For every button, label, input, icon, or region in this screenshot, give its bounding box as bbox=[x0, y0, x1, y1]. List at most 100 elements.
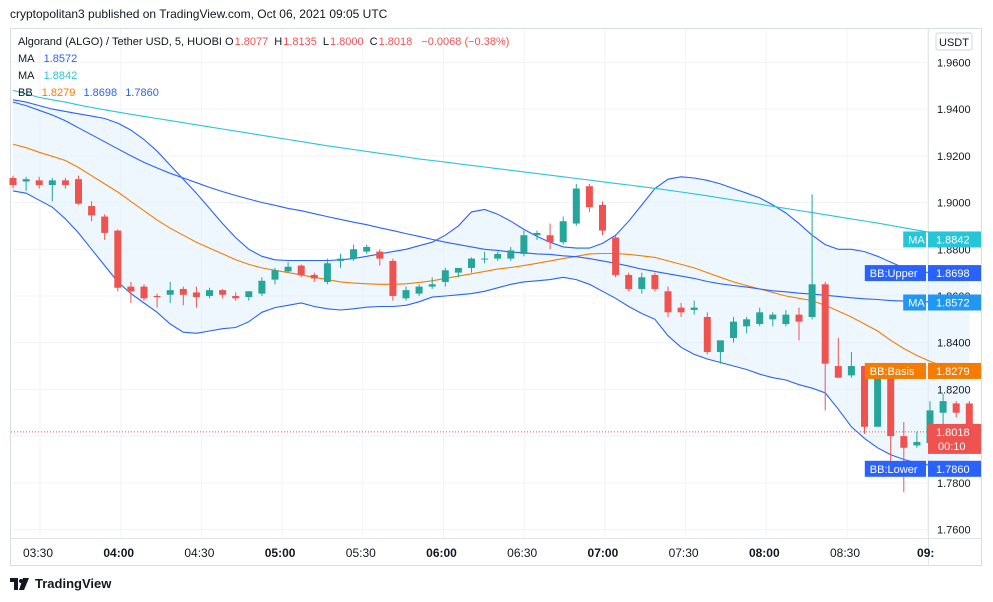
ma-slow-tag: MA 1.8842 bbox=[903, 231, 981, 248]
candle-body bbox=[454, 267, 462, 273]
candle bbox=[821, 281, 829, 411]
candle bbox=[9, 175, 17, 189]
ohlc-value-h: 1.8135 bbox=[283, 36, 317, 48]
ma-slow-tag-name: MA bbox=[908, 234, 925, 246]
candle-body bbox=[952, 403, 960, 413]
ma2-value: 1.8842 bbox=[43, 70, 78, 82]
candle bbox=[887, 373, 895, 474]
bb-upper-line bbox=[12, 99, 970, 274]
candle-body bbox=[350, 249, 358, 259]
candle bbox=[402, 286, 410, 301]
candle-body bbox=[546, 235, 554, 243]
candle bbox=[769, 312, 777, 327]
candle-body bbox=[114, 230, 122, 288]
candle bbox=[350, 244, 358, 261]
ma-fast-tag-value: 1.8572 bbox=[936, 298, 970, 310]
ohlc-label-c: C bbox=[369, 36, 378, 48]
bb-upper-tag-value: 1.8698 bbox=[936, 268, 970, 280]
time-tick-label: 08:00 bbox=[749, 546, 780, 560]
candle bbox=[952, 401, 960, 418]
candle-body bbox=[716, 340, 724, 353]
candle-body bbox=[127, 286, 135, 292]
current-price-value: 1.8018 bbox=[936, 427, 970, 439]
candle bbox=[337, 253, 344, 268]
candle bbox=[782, 309, 790, 327]
price-scale: USDT1.96001.94001.92001.90001.88001.8600… bbox=[935, 32, 973, 537]
ohlc-label-o: O bbox=[225, 36, 234, 48]
time-tick-label: 05:00 bbox=[265, 546, 296, 560]
candle bbox=[481, 251, 489, 264]
chart-legend: Algorand (ALGO) / Tether USD, 5, HUOBI O… bbox=[18, 34, 509, 102]
candle bbox=[127, 281, 135, 303]
ma1-value: 1.8572 bbox=[43, 53, 78, 65]
candle-body bbox=[559, 221, 567, 243]
candle-body bbox=[22, 179, 30, 182]
candle bbox=[625, 272, 633, 292]
candle-body bbox=[507, 250, 515, 259]
price-tick-label: 1.7800 bbox=[937, 478, 971, 490]
candle-body bbox=[166, 290, 174, 295]
candle bbox=[258, 277, 266, 296]
candle-body bbox=[821, 284, 829, 364]
time-tick-label: 04:30 bbox=[184, 546, 214, 560]
candle bbox=[35, 176, 43, 189]
candle-body bbox=[913, 441, 921, 446]
tradingview-logo-icon bbox=[10, 577, 29, 590]
candle-body bbox=[441, 270, 449, 282]
bar-countdown: 00:10 bbox=[938, 441, 966, 453]
candle-body bbox=[847, 366, 855, 376]
candle-body bbox=[782, 314, 790, 324]
candle-body bbox=[376, 251, 384, 259]
price-tick-label: 1.8200 bbox=[937, 384, 971, 396]
ma2-legend[interactable]: MA 1.8842 bbox=[18, 68, 509, 85]
bb-upper-value: 1.8698 bbox=[83, 87, 118, 99]
ma2-name: MA bbox=[18, 70, 35, 82]
candle-body bbox=[481, 258, 489, 260]
candle-body bbox=[284, 266, 292, 272]
candle bbox=[546, 223, 554, 250]
candle bbox=[520, 230, 528, 257]
candle bbox=[703, 312, 711, 355]
candle bbox=[690, 300, 698, 315]
candle bbox=[585, 183, 593, 212]
ohlc-value-c: 1.8018 bbox=[378, 36, 413, 48]
candle bbox=[716, 340, 724, 364]
candle-body bbox=[153, 295, 161, 298]
candle-body bbox=[677, 307, 685, 313]
candle-body bbox=[179, 288, 187, 295]
candle-body bbox=[834, 366, 842, 378]
candle-body bbox=[101, 216, 109, 233]
candle-body bbox=[533, 232, 541, 236]
bb-basis-tag-value: 1.8279 bbox=[936, 366, 970, 378]
candle-body bbox=[887, 375, 895, 437]
price-tick-label: 1.9200 bbox=[937, 151, 971, 163]
price-tick-label: 1.9400 bbox=[937, 104, 971, 116]
time-tick-label: 07:30 bbox=[669, 546, 699, 560]
candle bbox=[756, 307, 764, 327]
candle bbox=[310, 272, 318, 282]
bollinger-band-fill bbox=[13, 99, 970, 469]
candle-body bbox=[769, 314, 777, 320]
candle bbox=[612, 235, 620, 278]
ma1-legend[interactable]: MA 1.8572 bbox=[18, 51, 509, 68]
ma-fast-tag-value-box bbox=[928, 294, 981, 311]
candle-body bbox=[402, 290, 410, 299]
time-tick-label: 09: bbox=[917, 546, 934, 560]
bb-lower-value: 1.7860 bbox=[125, 87, 159, 99]
current-price-box bbox=[928, 423, 981, 454]
candle-body bbox=[468, 258, 475, 268]
grid bbox=[11, 29, 929, 537]
ma-slow-line bbox=[12, 89, 970, 240]
tradingview-footer[interactable]: TradingView bbox=[10, 576, 111, 591]
currency-box: USDT bbox=[935, 32, 973, 51]
candle bbox=[284, 262, 292, 273]
candle-body bbox=[271, 270, 279, 280]
candle bbox=[101, 214, 109, 240]
chart-frame bbox=[10, 28, 982, 566]
candle bbox=[533, 230, 541, 240]
candle bbox=[88, 201, 96, 222]
bb-lower-tag-value-box bbox=[928, 460, 981, 477]
bb-legend[interactable]: BB 1.8279 1.8698 1.7860 bbox=[18, 85, 509, 102]
bb-basis-tag-name-box bbox=[864, 362, 926, 379]
